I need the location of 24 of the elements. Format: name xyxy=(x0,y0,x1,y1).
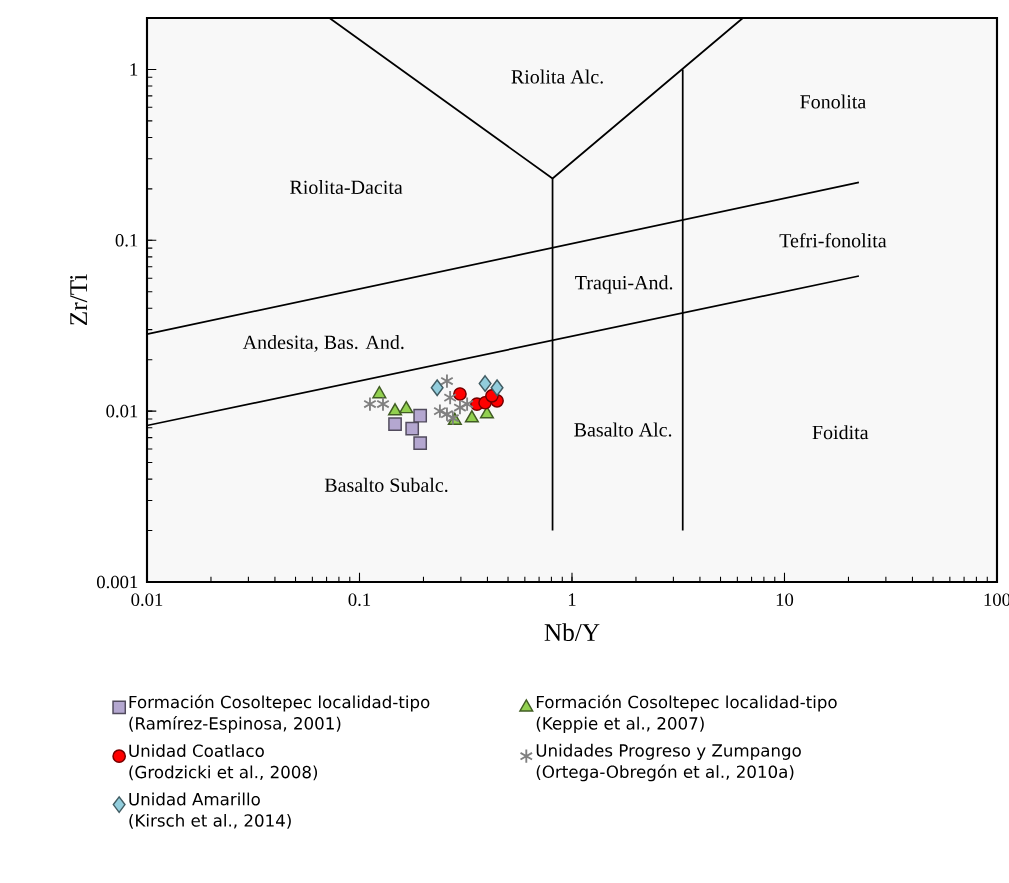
legend-label: Unidades Progreso y Zumpango (Ortega-Obregón et al., 2010a) xyxy=(536,743,801,782)
legend-label: Unidad Amarillo (Kirsch et al., 2014) xyxy=(129,792,291,829)
annotation: Tefri-fonolita xyxy=(779,233,887,248)
x-tick-label: 10 xyxy=(776,593,794,606)
y-tick-label: 0.01 xyxy=(106,404,138,418)
legend-label: Formación Cosoltepec localidad-tipo (Ramírez-Espinosa, 2001) xyxy=(129,694,430,733)
annotation: Andesita, Bas. And. xyxy=(242,334,404,352)
x-tick-label: 0.1 xyxy=(348,593,371,607)
x-axis-title: Nb/Y xyxy=(544,623,600,642)
y-tick-label: 0.1 xyxy=(115,233,138,247)
legend-label: Unidad Coatlaco (Grodzicki et al., 2008) xyxy=(129,744,318,781)
y-tick-label: 0.001 xyxy=(97,575,138,589)
annotation: Basalto Subalc. xyxy=(324,477,448,493)
annotation: Fonolita xyxy=(800,94,866,109)
y-tick-label: 1 xyxy=(130,63,138,76)
legend-label: Formación Cosoltepec localidad-tipo (Keppie et al., 2007) xyxy=(536,694,837,733)
annotation: Foidita xyxy=(812,425,869,440)
annotation: Riolita Alc. xyxy=(511,69,603,84)
annotation: Riolita-Dacita xyxy=(290,180,403,195)
x-tick-label: 0.01 xyxy=(131,593,163,607)
annotation: Basalto Alc. xyxy=(574,422,672,437)
annotation: Traqui-And. xyxy=(575,275,673,294)
x-tick-label: 1 xyxy=(568,593,576,606)
y-axis-title: Zr/Ti xyxy=(70,274,88,326)
